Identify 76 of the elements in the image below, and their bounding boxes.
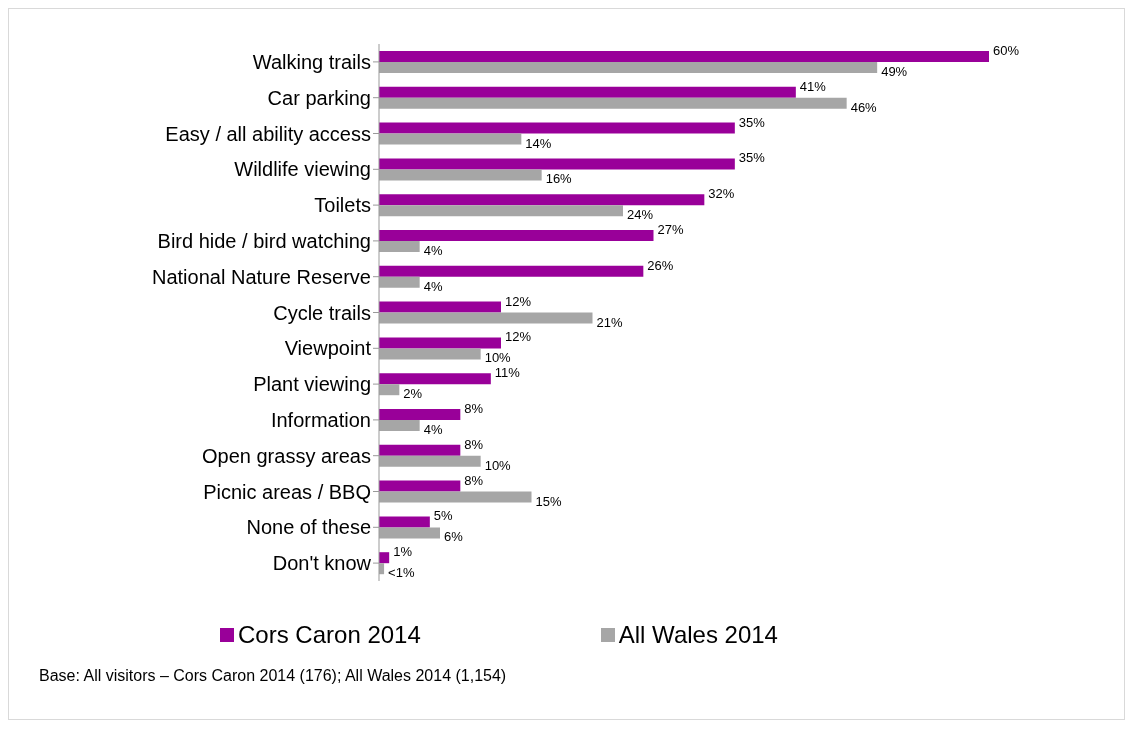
y-tick-label: Viewpoint: [284, 337, 372, 360]
data-label: 10%: [484, 457, 512, 473]
y-tick-label: Walking trails: [252, 51, 371, 73]
bar: [379, 384, 400, 396]
data-label: 6%: [444, 529, 464, 545]
y-tick-label: Wildlife viewing: [234, 158, 371, 181]
data-label: 35%: [738, 114, 766, 130]
bar: [379, 348, 481, 360]
bar: [379, 337, 501, 349]
bar: [379, 455, 481, 467]
data-label: 8%: [464, 472, 484, 488]
bar: [379, 480, 461, 492]
bar: [379, 241, 420, 252]
bar: [379, 51, 989, 62]
data-label: 4%: [423, 242, 443, 258]
data-label: 10%: [484, 350, 512, 366]
data-label: 24%: [627, 207, 654, 223]
bar: [379, 373, 491, 385]
legend-label: All Wales 2014: [617, 621, 778, 649]
bar: [379, 169, 542, 181]
data-label: 15%: [535, 493, 562, 509]
text: Base: All visitors – Cors Caron 2014 (176); All Wales 2014 (1,154): [39, 667, 508, 685]
data-label: 12%: [505, 329, 532, 345]
data-label: 16%: [545, 171, 573, 187]
data-label: 1%: [393, 544, 413, 560]
bar: [379, 516, 430, 528]
y-tick-label: Car parking: [267, 86, 371, 109]
y-tick-label: Toilets: [314, 194, 371, 217]
y-tick-label: Picnic areas / BBQ: [203, 480, 371, 503]
y-tick-label: Information: [270, 409, 371, 431]
data-label: 21%: [596, 314, 623, 330]
bar: [379, 230, 654, 241]
data-label: 60%: [993, 42, 1020, 58]
bar: [379, 444, 461, 456]
bar: [379, 265, 644, 277]
y-tick-label: Open grassy areas: [202, 444, 371, 467]
bar: [379, 420, 420, 431]
data-label: 8%: [464, 436, 484, 452]
data-label: 2%: [403, 386, 423, 402]
bar: [379, 194, 705, 206]
y-tick-label: Plant viewing: [253, 373, 371, 396]
bar: [379, 205, 623, 217]
legend-label: Cors Caron 2014: [237, 621, 421, 649]
data-label: 32%: [708, 186, 735, 202]
data-label: 46%: [850, 99, 878, 115]
data-label: 26%: [647, 257, 674, 273]
y-tick-label: None of these: [246, 516, 371, 539]
data-label: 12%: [505, 293, 532, 309]
bar: [379, 491, 532, 503]
data-label: 11%: [494, 365, 521, 381]
bar: [379, 301, 501, 313]
bar: [379, 133, 522, 145]
bar: [379, 62, 878, 73]
bar: [379, 158, 735, 170]
data-label: 35%: [738, 150, 766, 166]
bar: [379, 276, 420, 288]
y-tick-label: National Nature Reserve: [152, 265, 371, 288]
y-tick-label: Don't know: [272, 552, 372, 575]
y-tick-label: Bird hide / bird watching: [157, 230, 371, 252]
bar: [379, 527, 440, 539]
bar: [379, 86, 796, 98]
bar: [379, 409, 461, 420]
data-label: 5%: [433, 508, 454, 524]
y-tick-label: Cycle trails: [273, 301, 371, 324]
data-label: 4%: [423, 278, 443, 294]
data-label: 8%: [464, 400, 484, 416]
data-label: 27%: [657, 221, 684, 237]
bar: [379, 97, 847, 109]
bar: [379, 122, 735, 134]
data-label: <1%: [388, 565, 415, 581]
y-tick-label: Easy / all ability access: [165, 122, 371, 145]
data-label: 14%: [525, 135, 552, 151]
data-label: 41%: [799, 78, 827, 94]
bar: [379, 312, 593, 324]
data-label: 49%: [881, 63, 908, 79]
data-label: 4%: [423, 421, 443, 437]
